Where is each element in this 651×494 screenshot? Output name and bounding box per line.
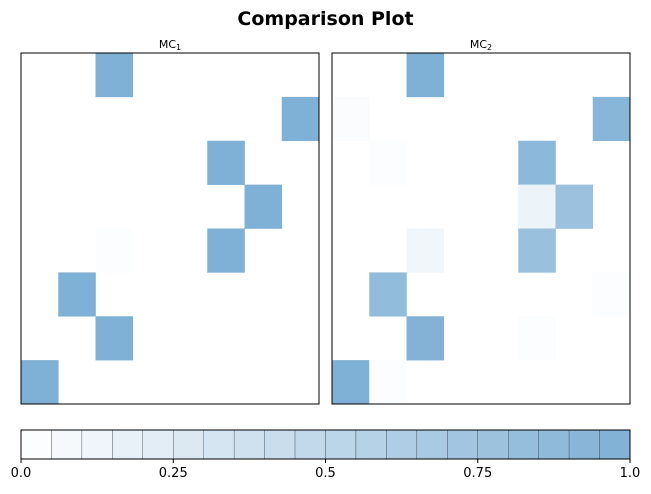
heatmap-cell-r3-c6 xyxy=(555,184,594,229)
colorbar-segment xyxy=(81,429,113,460)
heatmap-cell-r6-c2 xyxy=(95,316,134,361)
colorbar-segment xyxy=(477,429,509,460)
heatmap-cell-r7-c0 xyxy=(21,360,59,405)
colorbar-segment xyxy=(112,429,143,460)
colorbar-segment xyxy=(416,429,448,460)
colorbar-segment xyxy=(203,429,235,460)
heatmap-cell-r1-c7 xyxy=(281,96,320,142)
colorbar-segment xyxy=(264,429,296,460)
heatmap-cell-r7-c0 xyxy=(332,360,370,405)
figure-title: Comparison Plot xyxy=(237,8,413,30)
colorbar-tick-label: 0.5 xyxy=(315,466,336,481)
colorbar-segment xyxy=(355,429,387,460)
heatmap-panel-mc1: MC1 xyxy=(20,38,320,405)
heatmap-frame xyxy=(20,52,320,405)
heatmap-cell-r5-c1 xyxy=(58,272,96,317)
colorbar-segment xyxy=(51,429,83,460)
colorbar-segment xyxy=(294,429,326,460)
colorbar-segment xyxy=(447,429,478,460)
panel-title: MC2 xyxy=(470,38,492,52)
heatmap-cell-r4-c2 xyxy=(95,228,134,273)
heatmap-cell-r3-c5 xyxy=(518,184,556,229)
panel-title: MC1 xyxy=(159,38,181,52)
heatmap-cell-r1-c7 xyxy=(592,96,631,142)
colorbar-tick-label: 0.0 xyxy=(11,466,32,481)
heatmap-panel-mc2: MC2 xyxy=(331,38,631,405)
colorbar-segment xyxy=(599,429,631,460)
heatmap-cell-r1-c0 xyxy=(332,96,370,142)
heatmap-cell-r5-c1 xyxy=(369,272,407,317)
colorbar-tick-label: 1.0 xyxy=(620,466,641,481)
heatmap-cell-r6-c2 xyxy=(406,316,445,361)
colorbar: 0.0 0.25 0.5 0.75 1.0 xyxy=(11,429,641,481)
colorbar-segment xyxy=(142,429,174,460)
colorbar-segment xyxy=(538,429,570,460)
colorbar-segment xyxy=(233,429,265,460)
colorbar-segment xyxy=(386,429,418,460)
heatmap-cell-r4-c5 xyxy=(207,228,245,273)
heatmap-cell-r7-c1 xyxy=(369,360,407,405)
heatmap-cell-r5-c7 xyxy=(592,272,631,317)
heatmap-cell-r2-c5 xyxy=(207,140,245,185)
colorbar-tick-label: 0.25 xyxy=(159,466,188,481)
heatmap-cell-r0-c2 xyxy=(406,53,445,98)
heatmap-cell-r6-c5 xyxy=(518,316,556,361)
colorbar-segment xyxy=(508,429,539,460)
colorbar-segment xyxy=(325,429,357,460)
colorbar-segment xyxy=(173,429,204,460)
heatmap-cell-r3-c6 xyxy=(244,184,283,229)
colorbar-segment xyxy=(568,429,600,460)
heatmap-cell-r4-c2 xyxy=(406,228,445,273)
heatmap-frame xyxy=(331,52,631,405)
heatmap-cell-r2-c5 xyxy=(518,140,556,185)
colorbar-tick-label: 0.75 xyxy=(463,466,492,481)
colorbar-segment xyxy=(20,429,52,460)
heatmap-cell-r4-c5 xyxy=(518,228,556,273)
heatmap-cell-r2-c1 xyxy=(369,140,407,185)
heatmap-cell-r0-c2 xyxy=(95,53,134,98)
